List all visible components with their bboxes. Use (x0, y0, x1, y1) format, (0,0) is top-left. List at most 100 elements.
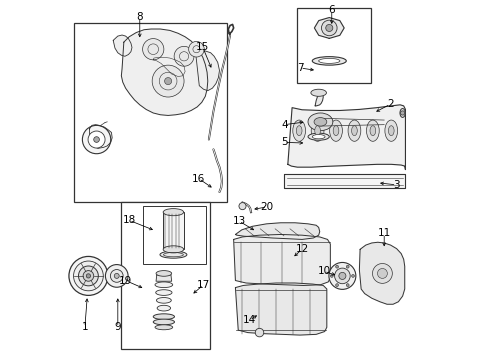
Text: 20: 20 (260, 202, 273, 212)
Text: 4: 4 (280, 120, 287, 130)
Ellipse shape (333, 126, 338, 136)
Ellipse shape (296, 126, 302, 136)
Ellipse shape (384, 120, 397, 141)
Circle shape (239, 202, 245, 210)
Circle shape (114, 273, 119, 278)
Ellipse shape (312, 57, 346, 65)
Polygon shape (235, 223, 319, 240)
Ellipse shape (156, 297, 171, 303)
Ellipse shape (388, 126, 393, 136)
Text: 3: 3 (393, 180, 399, 190)
Ellipse shape (314, 126, 320, 136)
Circle shape (351, 275, 354, 277)
Circle shape (93, 137, 99, 142)
Ellipse shape (399, 109, 405, 117)
Ellipse shape (314, 117, 326, 126)
Circle shape (377, 268, 387, 278)
Circle shape (142, 39, 164, 60)
Ellipse shape (160, 251, 186, 258)
Polygon shape (233, 235, 330, 286)
Circle shape (400, 111, 404, 115)
Circle shape (83, 271, 93, 281)
Ellipse shape (155, 282, 172, 288)
Ellipse shape (329, 120, 342, 141)
Ellipse shape (153, 314, 174, 320)
Text: 18: 18 (122, 215, 136, 225)
Circle shape (82, 125, 110, 154)
Circle shape (69, 256, 107, 295)
Text: 7: 7 (296, 63, 303, 73)
Circle shape (110, 270, 123, 282)
Ellipse shape (366, 120, 378, 141)
Text: 5: 5 (280, 137, 287, 147)
Circle shape (174, 46, 194, 66)
Bar (121, 201, 210, 348)
Ellipse shape (307, 133, 329, 140)
Ellipse shape (157, 305, 170, 311)
Circle shape (335, 265, 338, 268)
Circle shape (328, 262, 355, 290)
Polygon shape (235, 283, 326, 335)
Circle shape (255, 328, 263, 337)
Circle shape (346, 284, 348, 287)
Ellipse shape (351, 126, 357, 136)
Circle shape (164, 77, 171, 85)
Ellipse shape (156, 271, 171, 276)
Circle shape (74, 261, 103, 291)
Ellipse shape (155, 290, 172, 295)
Circle shape (78, 266, 98, 286)
Text: 16: 16 (192, 174, 205, 183)
Text: 13: 13 (232, 216, 245, 226)
Circle shape (335, 284, 338, 287)
Polygon shape (196, 51, 219, 91)
Text: 10: 10 (317, 266, 330, 276)
Polygon shape (314, 17, 344, 38)
Circle shape (88, 131, 105, 148)
Circle shape (338, 272, 345, 280)
Text: 2: 2 (386, 99, 393, 109)
Polygon shape (113, 35, 132, 56)
Circle shape (105, 265, 128, 287)
Polygon shape (315, 93, 323, 106)
Ellipse shape (348, 120, 360, 141)
Ellipse shape (311, 120, 323, 141)
Ellipse shape (310, 89, 326, 96)
Polygon shape (359, 242, 404, 304)
Text: 12: 12 (295, 244, 308, 254)
Ellipse shape (163, 246, 183, 253)
Circle shape (86, 274, 91, 278)
Text: 9: 9 (114, 322, 121, 332)
Circle shape (321, 20, 336, 36)
Bar (143, 206, 206, 263)
Text: 11: 11 (377, 228, 390, 238)
Ellipse shape (163, 208, 183, 216)
Ellipse shape (155, 325, 172, 330)
Polygon shape (89, 125, 112, 149)
Polygon shape (156, 275, 171, 281)
Bar (297, 8, 370, 83)
Text: 14: 14 (242, 315, 256, 325)
Polygon shape (287, 105, 405, 170)
Polygon shape (284, 174, 404, 188)
Bar (163, 212, 183, 249)
Circle shape (346, 265, 348, 268)
Ellipse shape (318, 59, 339, 64)
Text: 1: 1 (81, 322, 88, 332)
Ellipse shape (153, 319, 174, 325)
Text: 17: 17 (197, 280, 210, 290)
Polygon shape (121, 29, 207, 115)
Ellipse shape (369, 126, 375, 136)
Ellipse shape (292, 120, 305, 141)
Circle shape (330, 275, 333, 277)
Circle shape (334, 268, 349, 284)
Circle shape (152, 65, 183, 97)
Text: 19: 19 (119, 276, 132, 286)
Text: 6: 6 (328, 5, 334, 15)
Circle shape (372, 263, 392, 283)
Text: 15: 15 (196, 42, 209, 52)
Ellipse shape (307, 113, 332, 131)
Text: 8: 8 (136, 12, 143, 22)
Circle shape (325, 24, 332, 31)
Bar (74, 22, 226, 201)
Circle shape (188, 41, 204, 57)
